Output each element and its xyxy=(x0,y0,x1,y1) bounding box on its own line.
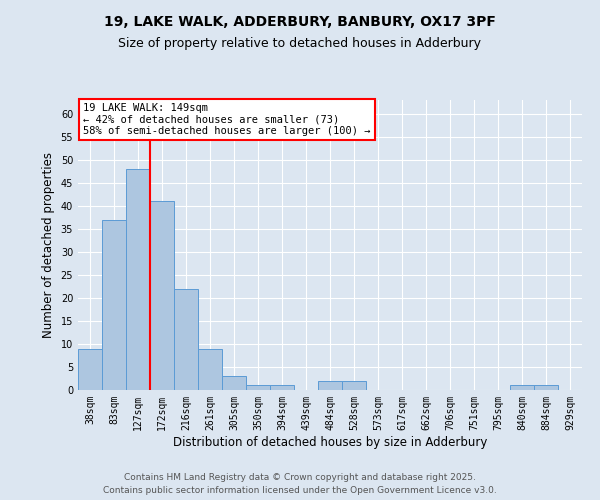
Bar xyxy=(318,381,342,390)
Bar xyxy=(270,386,294,390)
Bar xyxy=(174,288,198,390)
Text: Size of property relative to detached houses in Adderbury: Size of property relative to detached ho… xyxy=(119,38,482,51)
Text: 19 LAKE WALK: 149sqm
← 42% of detached houses are smaller (73)
58% of semi-detac: 19 LAKE WALK: 149sqm ← 42% of detached h… xyxy=(83,103,371,136)
Bar xyxy=(222,376,246,390)
Bar xyxy=(342,381,366,390)
Text: 19, LAKE WALK, ADDERBURY, BANBURY, OX17 3PF: 19, LAKE WALK, ADDERBURY, BANBURY, OX17 … xyxy=(104,15,496,29)
Y-axis label: Number of detached properties: Number of detached properties xyxy=(42,152,55,338)
Bar xyxy=(246,386,270,390)
Bar xyxy=(126,169,150,390)
Bar xyxy=(510,386,534,390)
Bar xyxy=(102,220,126,390)
Text: Contains HM Land Registry data © Crown copyright and database right 2025.
Contai: Contains HM Land Registry data © Crown c… xyxy=(103,474,497,495)
Bar xyxy=(534,386,558,390)
Bar xyxy=(150,202,174,390)
Bar xyxy=(78,348,102,390)
Bar xyxy=(198,348,222,390)
X-axis label: Distribution of detached houses by size in Adderbury: Distribution of detached houses by size … xyxy=(173,436,487,448)
